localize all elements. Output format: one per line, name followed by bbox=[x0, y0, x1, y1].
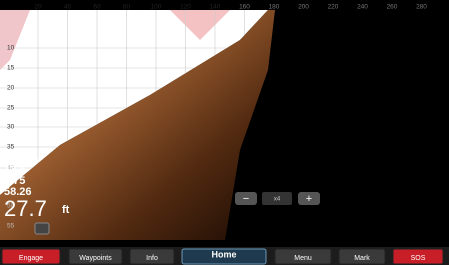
range-label: 160 bbox=[239, 4, 250, 11]
zoom-level: x4 bbox=[274, 197, 281, 203]
range-label: 280 bbox=[416, 4, 427, 11]
range-label: 20 bbox=[34, 4, 42, 11]
depth-unit: ft bbox=[62, 204, 70, 216]
button-label: SOS bbox=[411, 255, 426, 262]
button-label: Engage bbox=[19, 255, 43, 262]
button-label: Home bbox=[211, 249, 236, 259]
button-label: Info bbox=[146, 255, 158, 262]
pause-button[interactable] bbox=[35, 223, 49, 234]
depth-label: 35 bbox=[7, 144, 15, 151]
depth-label: 30 bbox=[7, 124, 15, 131]
sonar-screen: 20 40 60 80 100 120 140 160 180 200 220 240 260 280 10… bbox=[0, 0, 449, 265]
range-label: 80 bbox=[123, 4, 131, 11]
zoom-out-label: − bbox=[243, 193, 249, 205]
depth: 27.7 bbox=[4, 196, 47, 221]
button-label: Waypoints bbox=[79, 255, 112, 262]
depth-label: 10 bbox=[7, 45, 15, 52]
zoom-in-label: + bbox=[306, 193, 312, 205]
range-label: 40 bbox=[64, 4, 72, 11]
button-label: Menu bbox=[294, 255, 312, 262]
range-label: 260 bbox=[387, 4, 398, 11]
range-label: 140 bbox=[210, 4, 221, 11]
range-label: 200 bbox=[298, 4, 309, 11]
button-label: Mark bbox=[354, 255, 370, 262]
depth-label: 20 bbox=[7, 85, 15, 92]
time-suffix: A bbox=[34, 157, 39, 164]
range-label: 180 bbox=[269, 4, 280, 11]
range-label: 120 bbox=[180, 4, 191, 11]
range-label: 240 bbox=[357, 4, 368, 11]
range-label: 220 bbox=[328, 4, 339, 11]
depth-label: 25 bbox=[7, 105, 15, 112]
depth-label: 55 bbox=[7, 223, 15, 230]
range-label: 60 bbox=[93, 4, 101, 11]
range-label: 100 bbox=[151, 4, 162, 11]
sonar-view: 20 40 60 80 100 120 140 160 180 200 220 240 260 280 10… bbox=[0, 0, 449, 265]
depth-label: 15 bbox=[7, 65, 15, 72]
zoom-controls: − x4 + bbox=[235, 192, 320, 205]
